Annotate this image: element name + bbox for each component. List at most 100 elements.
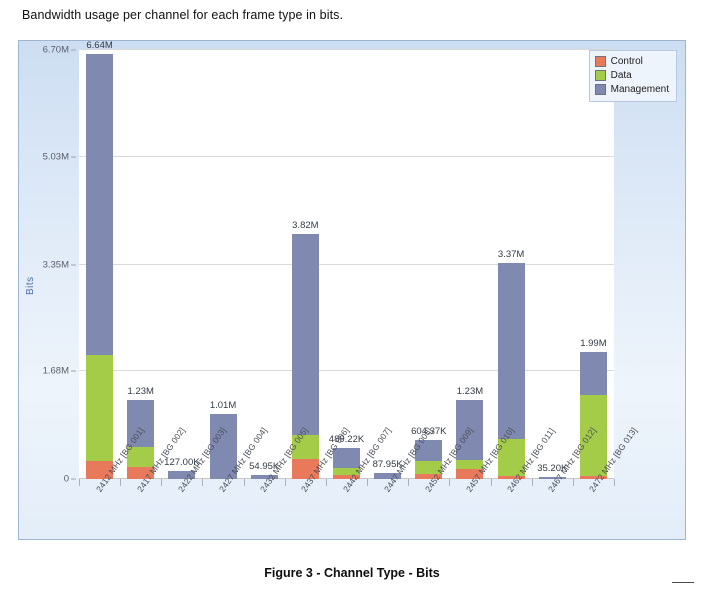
bar-value-label: 489.22K xyxy=(328,433,365,445)
bar-stack[interactable] xyxy=(127,400,155,479)
legend-item-label: Data xyxy=(610,70,632,81)
bar-segment-management[interactable] xyxy=(250,475,278,479)
x-tick-mark xyxy=(202,479,204,486)
bar-stack[interactable] xyxy=(250,475,278,479)
x-tick-mark xyxy=(408,479,410,486)
square-swatch-icon xyxy=(594,70,606,81)
y-axis-title: Bits xyxy=(25,276,36,295)
legend-item-label: Control xyxy=(610,56,643,67)
bar-value-label: 1.01M xyxy=(209,400,237,412)
bar-segment-management[interactable] xyxy=(538,476,566,479)
bar-segment-control[interactable] xyxy=(497,475,525,479)
bar-stack[interactable] xyxy=(333,447,360,479)
bar-segment-data[interactable] xyxy=(86,355,114,462)
gridline xyxy=(79,155,614,157)
legend-item[interactable]: Control xyxy=(594,55,669,68)
y-tick-mark xyxy=(71,370,76,372)
bar-segment-data[interactable] xyxy=(127,446,155,468)
bar-value-label: 6.64M xyxy=(86,39,113,51)
bar-value-label: 127.00K xyxy=(164,456,200,468)
bar-segment-control[interactable] xyxy=(579,475,607,479)
bar-value-label: 35.20K xyxy=(537,462,568,474)
x-tick-mark xyxy=(449,479,451,486)
bar-segment-data[interactable] xyxy=(579,395,607,476)
square-swatch-icon xyxy=(594,56,606,67)
x-tick-mark xyxy=(161,479,163,486)
bar-segment-management[interactable] xyxy=(291,234,319,435)
chart-container: 0 1.68M 3.35M 5.03M 6.70M Bits 6.64M 1.23M 127… xyxy=(18,40,686,540)
y-tick-mark xyxy=(71,49,76,51)
bar-segment-management[interactable] xyxy=(209,414,237,479)
bar-stack[interactable] xyxy=(415,440,443,479)
y-tick-label: 0 xyxy=(63,473,69,485)
x-tick-mark xyxy=(325,479,327,486)
bar-segment-data[interactable] xyxy=(497,439,525,476)
x-tick-mark xyxy=(614,479,615,486)
bar-stack[interactable] xyxy=(86,53,114,479)
x-tick-mark xyxy=(243,479,245,486)
bar-value-label: 87.95K xyxy=(372,459,403,471)
bar-segment-management[interactable] xyxy=(86,53,114,356)
y-tick-label: 3.35M xyxy=(42,259,69,270)
bar-segment-management[interactable] xyxy=(127,400,155,447)
x-tick-mark xyxy=(284,479,286,486)
bar-segment-management[interactable] xyxy=(497,263,525,440)
x-tick-mark xyxy=(490,479,492,486)
bar-stack[interactable] xyxy=(374,473,402,479)
page-edge-mark xyxy=(672,582,694,583)
legend-item[interactable]: Management xyxy=(594,83,669,96)
y-tick-label: 5.03M xyxy=(42,151,69,163)
bar-stack[interactable] xyxy=(497,263,525,479)
intro-text: Bandwidth usage per channel for each fra… xyxy=(22,8,344,22)
bar-segment-data[interactable] xyxy=(291,434,319,459)
legend: Control Data Management xyxy=(588,50,677,102)
bars-layer: 6.64M 1.23M 127.00K 1.01M 54.95K 3.82M 489.22K… xyxy=(79,40,614,479)
bar-stack[interactable] xyxy=(291,234,319,479)
y-tick-mark xyxy=(71,156,76,158)
x-axis: 2412 MHz [BG 001] 2417 MHz [BG 002] 2422 M… xyxy=(79,425,639,539)
gridline xyxy=(79,370,614,372)
x-tick-mark xyxy=(120,479,122,486)
y-tick-label: 1.68M xyxy=(42,365,69,377)
bar-value-label: 3.82M xyxy=(292,220,319,232)
x-tick-mark xyxy=(531,479,533,486)
bar-segment-control[interactable] xyxy=(333,475,360,479)
bar-segment-data[interactable] xyxy=(456,460,484,469)
y-tick-mark xyxy=(71,264,76,265)
y-axis: 0 1.68M 3.35M 5.03M 6.70M xyxy=(19,41,79,539)
y-tick-label: 6.70M xyxy=(42,44,69,56)
bar-segment-management[interactable] xyxy=(333,447,360,469)
bar-segment-management[interactable] xyxy=(415,440,443,462)
square-swatch-icon xyxy=(594,84,606,95)
bar-stack[interactable] xyxy=(168,470,196,479)
bar-value-label: 54.95K xyxy=(249,461,280,473)
bar-segment-management[interactable] xyxy=(374,473,402,479)
bar-segment-control[interactable] xyxy=(86,461,114,479)
bar-value-label: 1.99M xyxy=(580,337,607,349)
gridline xyxy=(79,49,614,50)
x-tick-mark xyxy=(367,479,369,486)
gridline xyxy=(79,263,614,265)
bar-segment-control[interactable] xyxy=(415,474,443,479)
bar-stack[interactable] xyxy=(579,351,607,479)
bar-value-label: 1.23M xyxy=(456,386,484,398)
bar-stack[interactable] xyxy=(456,400,484,479)
bar-value-label: 604.37K xyxy=(411,426,447,438)
legend-item-label: Management xyxy=(610,84,669,95)
x-tick-mark xyxy=(572,479,574,486)
legend-item[interactable]: Data xyxy=(594,69,669,82)
bar-segment-data[interactable] xyxy=(415,461,443,475)
bar-segment-data[interactable] xyxy=(333,468,360,476)
bar-stack[interactable] xyxy=(209,414,237,479)
plot-area xyxy=(79,49,614,479)
bar-stack[interactable] xyxy=(538,476,566,479)
bar-segment-control[interactable] xyxy=(127,467,155,479)
bar-segment-control[interactable] xyxy=(291,458,319,479)
bar-segment-management[interactable] xyxy=(579,351,607,396)
x-tick-mark xyxy=(79,479,80,486)
bar-segment-management[interactable] xyxy=(168,470,196,479)
bar-segment-control[interactable] xyxy=(456,468,484,479)
figure-caption: Figure 3 - Channel Type - Bits xyxy=(264,566,440,580)
bar-segment-management[interactable] xyxy=(456,400,484,461)
y-tick-mark xyxy=(71,478,76,480)
